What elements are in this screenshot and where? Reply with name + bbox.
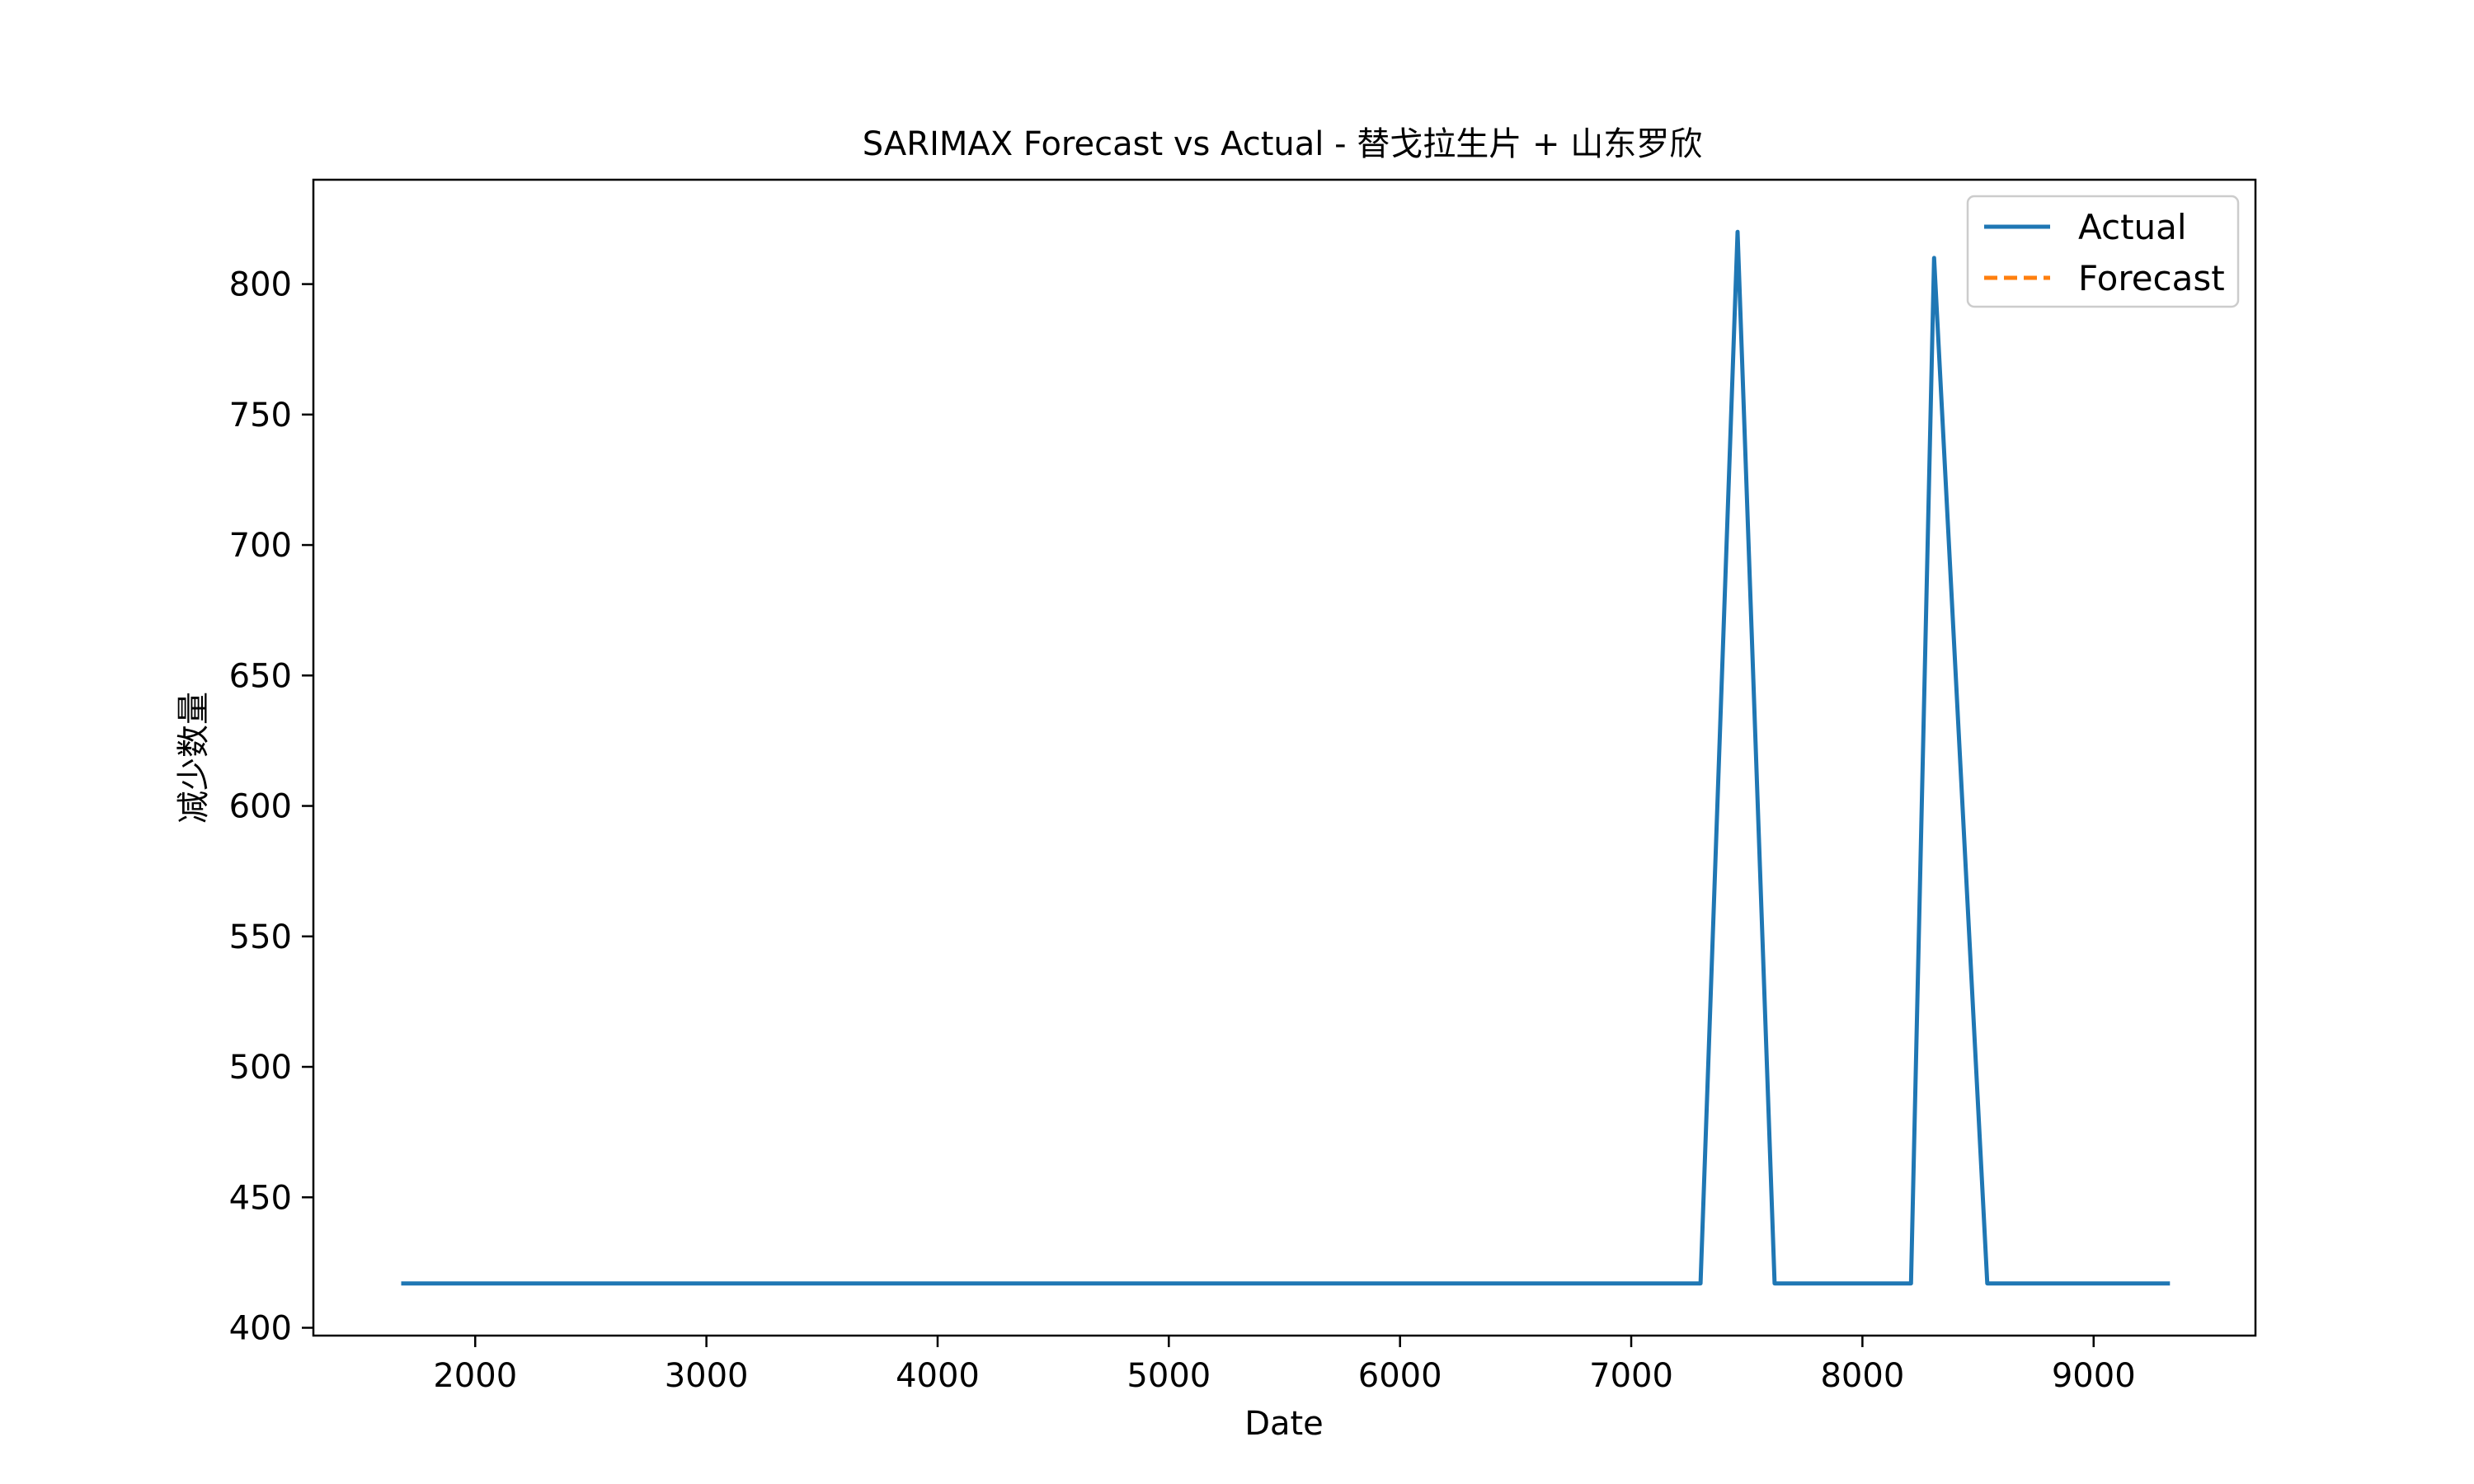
y-tick-label: 650	[229, 657, 292, 695]
x-tick-label: 6000	[1358, 1357, 1442, 1395]
y-tick-label: 800	[229, 266, 292, 304]
x-axis-ticks: 2000 3000 4000 5000 6000 7000 8000 9000	[433, 1336, 2136, 1395]
series-line-actual	[401, 229, 2171, 1286]
x-tick-label: 8000	[1820, 1357, 1904, 1395]
y-axis-label: 减少数量	[175, 692, 213, 824]
y-tick-label: 750	[229, 397, 292, 434]
x-tick-label: 9000	[2052, 1357, 2136, 1395]
x-tick-label: 4000	[896, 1357, 980, 1395]
y-tick-label: 600	[229, 788, 292, 826]
x-tick-label: 7000	[1589, 1357, 1673, 1395]
plot-frame	[312, 178, 2257, 1337]
x-tick-label: 2000	[433, 1357, 517, 1395]
y-tick-label: 700	[229, 527, 292, 565]
legend: Actual Forecast	[1966, 195, 2240, 308]
x-axis-label: Date	[1244, 1405, 1324, 1443]
y-axis-ticks: 400 450 500 550 600 650 700 750 800	[229, 266, 313, 1348]
legend-label-actual: Actual	[2078, 207, 2187, 247]
y-tick-label: 400	[229, 1310, 292, 1348]
chart-title: SARIMAX Forecast vs Actual - 替戈拉生片 + 山东罗…	[863, 125, 1702, 163]
y-tick-label: 450	[229, 1179, 292, 1217]
y-tick-label: 500	[229, 1049, 292, 1087]
x-tick-label: 5000	[1126, 1357, 1211, 1395]
x-tick-label: 3000	[665, 1357, 749, 1395]
series-layer	[401, 229, 2171, 1286]
legend-label-forecast: Forecast	[2078, 258, 2225, 298]
plot-area: 400 450 500 550 600 650 700 750 800 2000 3000 4000…	[229, 178, 2257, 1395]
y-tick-label: 550	[229, 918, 292, 956]
